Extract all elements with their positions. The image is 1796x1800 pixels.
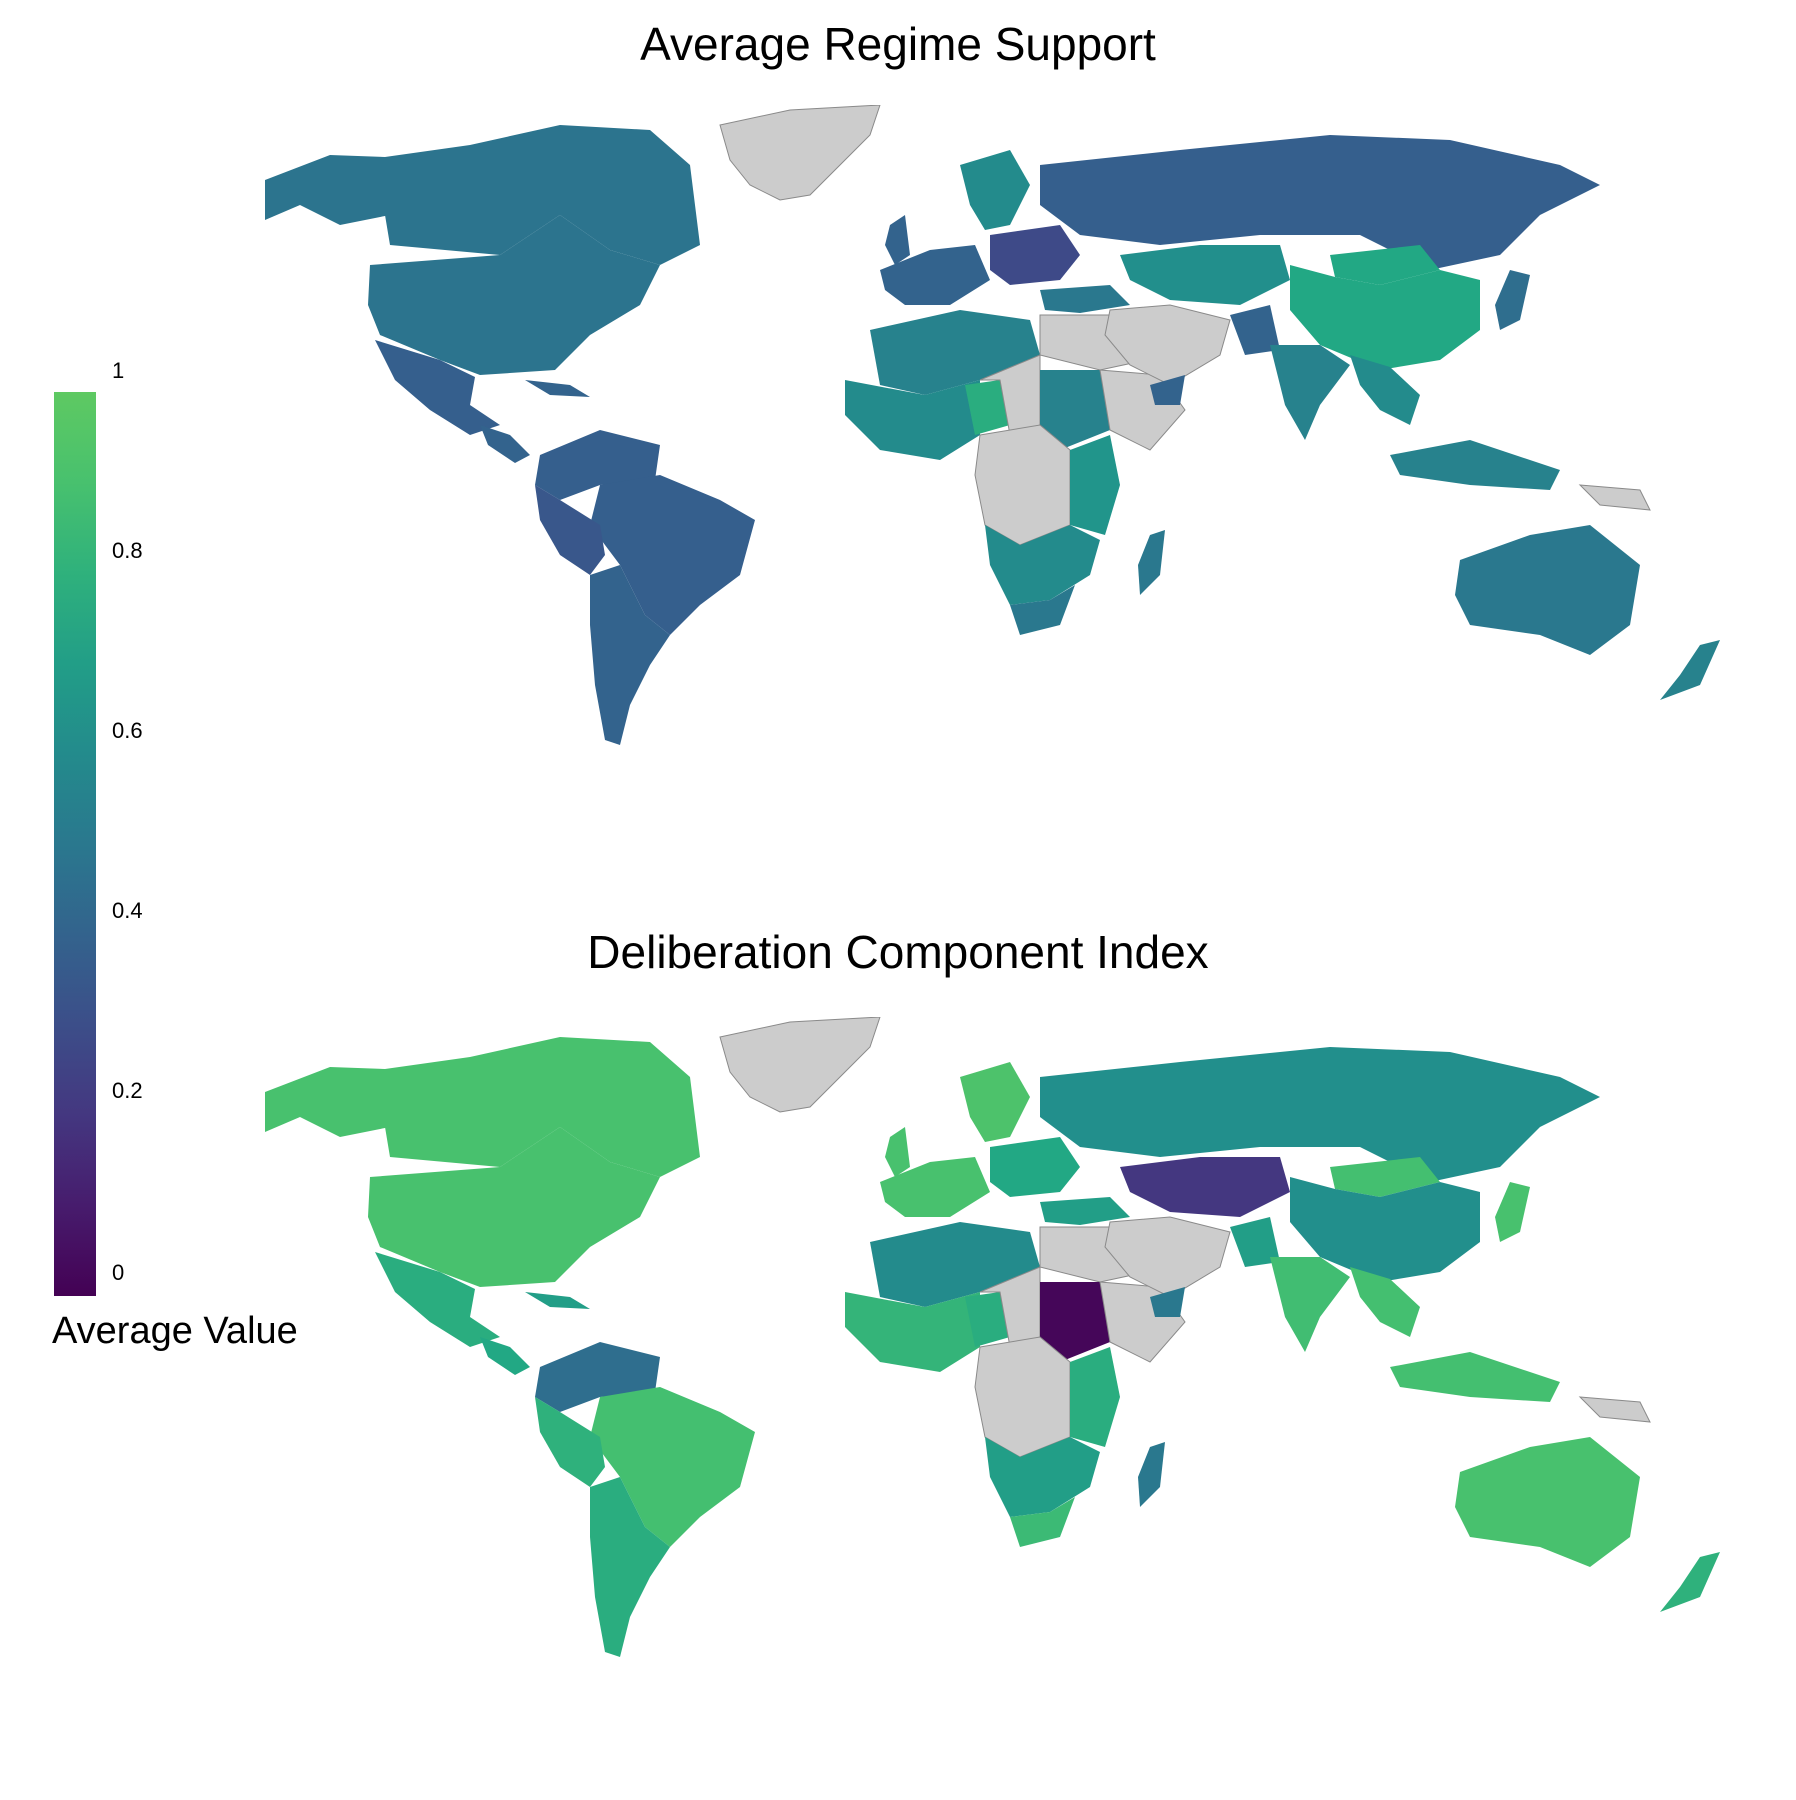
regime-support-map [265, 105, 1720, 745]
central-asia-region [1120, 245, 1290, 305]
western-europe-region [880, 245, 990, 305]
argentina-chile-region [590, 1477, 670, 1657]
legend-title: Average Value [52, 1310, 298, 1352]
argentina-chile-region [590, 565, 670, 745]
pakistan-region [1230, 305, 1280, 355]
central-africa-nodata-region [974, 424, 1071, 546]
legend-tick-0.8: 0.8 [112, 538, 143, 563]
bottom-map-title: Deliberation Component Index [587, 926, 1209, 978]
north-america-region [368, 1127, 660, 1287]
peru-region [535, 1397, 605, 1487]
china-region [1290, 265, 1480, 370]
southeast-asia-region [1350, 1267, 1420, 1337]
top-map-title: Average Regime Support [640, 18, 1156, 70]
yemen-region [1150, 375, 1185, 405]
japan-region [1495, 1182, 1530, 1242]
turkey-region [1040, 285, 1130, 313]
middle-east-nodata-region [1104, 304, 1231, 386]
new-zealand-region [1660, 640, 1720, 700]
china-region [1290, 1177, 1480, 1282]
russia-region [1040, 1047, 1600, 1182]
south-america-region [590, 475, 755, 635]
central-america-region [480, 425, 530, 463]
north-america-region [368, 215, 660, 375]
legend-tick-0: 0 [112, 1260, 125, 1285]
papua-nodata-region [1578, 1396, 1651, 1423]
deliberation-map [265, 1017, 1720, 1657]
west-africa-region [845, 380, 980, 460]
southern-africa-region [985, 525, 1100, 605]
nigeria-region [965, 380, 1010, 435]
legend-tick-0.2: 0.2 [112, 1078, 143, 1103]
indonesia-region [1390, 440, 1560, 490]
papua-nodata-region [1578, 484, 1651, 511]
alaska-region [265, 155, 390, 225]
mexico-region [375, 340, 500, 435]
indonesia-region [1390, 1352, 1560, 1402]
north-africa-region [870, 310, 1040, 395]
colombia-venezuela-region [535, 1342, 660, 1412]
yemen-region [1150, 1287, 1185, 1317]
india-region [1270, 1257, 1350, 1352]
south-africa-region [1010, 585, 1075, 635]
southern-africa-region [985, 1437, 1100, 1517]
japan-region [1495, 270, 1530, 330]
uk-region [885, 1127, 910, 1177]
legend-tick-1: 1 [112, 358, 125, 383]
eastern-europe-region [990, 225, 1080, 285]
alaska-region [265, 1067, 390, 1137]
sudan-region [1040, 370, 1110, 450]
greenland-region [719, 1017, 881, 1113]
australia-region [1455, 525, 1640, 655]
madagascar-region [1138, 1442, 1165, 1507]
mongolia-region [1330, 1157, 1440, 1197]
turkey-region [1040, 1197, 1130, 1225]
madagascar-region [1138, 530, 1165, 595]
canada-region [385, 1037, 700, 1177]
peru-region [535, 485, 605, 575]
south-africa-region [1010, 1497, 1075, 1547]
legend-colorbar [54, 392, 96, 1296]
western-europe-region [880, 1157, 990, 1217]
central-africa-nodata-region [974, 1336, 1071, 1458]
colombia-venezuela-region [535, 430, 660, 500]
central-asia-region [1120, 1157, 1290, 1217]
mexico-region [375, 1252, 500, 1347]
east-africa-region [1070, 435, 1120, 535]
cuba-region [525, 1292, 590, 1309]
australia-region [1455, 1437, 1640, 1567]
new-zealand-region [1660, 1552, 1720, 1612]
pakistan-region [1230, 1217, 1280, 1267]
middle-east-nodata-region [1104, 1216, 1231, 1298]
cuba-region [525, 380, 590, 397]
eastern-europe-region [990, 1137, 1080, 1197]
scandinavia-region [960, 1062, 1030, 1142]
east-africa-region [1070, 1347, 1120, 1447]
legend-tick-0.6: 0.6 [112, 718, 143, 743]
central-america-region [480, 1337, 530, 1375]
uk-region [885, 215, 910, 265]
west-africa-region [845, 1292, 980, 1372]
russia-region [1040, 135, 1600, 270]
nigeria-region [965, 1292, 1010, 1347]
legend-tick-0.4: 0.4 [112, 898, 143, 923]
north-africa-region [870, 1222, 1040, 1307]
mongolia-region [1330, 245, 1440, 285]
canada-region [385, 125, 700, 265]
south-america-region [590, 1387, 755, 1547]
india-region [1270, 345, 1350, 440]
scandinavia-region [960, 150, 1030, 230]
greenland-region [719, 105, 881, 201]
southeast-asia-region [1350, 355, 1420, 425]
sudan-region [1040, 1282, 1110, 1362]
